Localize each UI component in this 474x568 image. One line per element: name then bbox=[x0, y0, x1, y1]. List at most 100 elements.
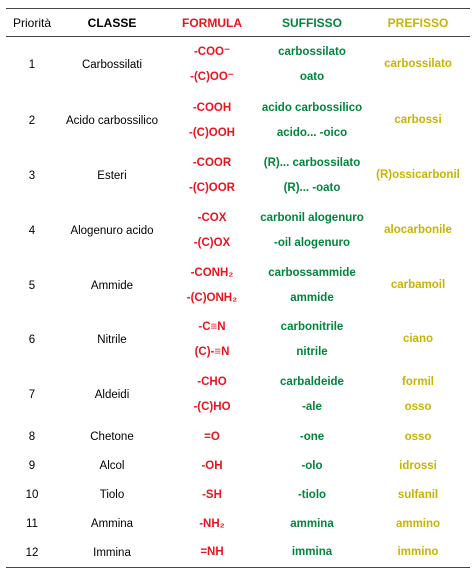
priorita-cell: 7 bbox=[28, 388, 36, 401]
formula-cell-line: -CHO bbox=[197, 375, 227, 388]
prefisso-cell-line: ciano bbox=[402, 333, 434, 345]
table-row: 12 Immina =NH immina immino bbox=[6, 538, 470, 568]
classe-cell: Ammide bbox=[90, 279, 134, 292]
formula-cell-line: -(C)OX bbox=[193, 236, 231, 249]
table-row: 1 Carbossilati -COO⁻ -(C)OO⁻ carbossilato oat… bbox=[6, 37, 470, 93]
prefisso-cell-line: sulfanil bbox=[397, 488, 439, 501]
formula-cell: -NH₂ bbox=[166, 510, 258, 539]
formula-cell: -SH bbox=[166, 481, 258, 510]
formula-cell-line: -COO⁻ bbox=[193, 45, 231, 58]
priorita-cell: 10 bbox=[25, 489, 39, 501]
formula-cell-line: -SH bbox=[202, 488, 222, 501]
header-priorita: Priorità bbox=[6, 8, 58, 37]
prefisso-cell-line: osso bbox=[404, 400, 432, 413]
suffisso-cell-line: -tiolo bbox=[297, 488, 327, 501]
formula-cell-line: =NH bbox=[200, 546, 224, 559]
prefisso-cell: ammino bbox=[366, 510, 470, 539]
table-row: 5 Ammide -CONH₂ -(C)ONH₂ carbossammide ammide… bbox=[6, 259, 470, 313]
formula-cell: =O bbox=[166, 423, 258, 452]
table-body: 1 Carbossilati -COO⁻ -(C)OO⁻ carbossilato oat… bbox=[6, 37, 470, 568]
priorita-cell: 6 bbox=[28, 333, 36, 346]
suffisso-cell-line: (R)... carbossilato bbox=[263, 156, 361, 169]
prefisso-cell-line: formil bbox=[402, 375, 434, 388]
suffisso-cell-line: -one bbox=[299, 430, 325, 443]
prefisso-cell: carbossi bbox=[366, 93, 470, 149]
suffisso-cell-line: carbossilato bbox=[278, 45, 346, 58]
suffisso-cell-line: -ale bbox=[302, 400, 322, 413]
classe-cell: Alcol bbox=[99, 460, 125, 472]
table-row: 2 Acido carbossilico -COOH -(C)OOH acido car… bbox=[6, 93, 470, 149]
formula-cell-line: -(C)HO bbox=[193, 400, 231, 413]
suffisso-cell-line: -oil alogenuro bbox=[273, 236, 351, 249]
classe-cell: Immina bbox=[58, 538, 166, 568]
formula-cell-line: -CONH₂ bbox=[190, 266, 234, 279]
formula-cell-line: -COOH bbox=[192, 101, 232, 114]
table-row: 7 Aldeidi -CHO -(C)HO carbaldeide -ale formil o… bbox=[6, 367, 470, 423]
prefisso-cell: formil osso bbox=[366, 367, 470, 423]
suffisso-cell-line: ammina bbox=[290, 517, 334, 530]
formula-cell-line: -COX bbox=[197, 211, 227, 224]
formula-cell-line: -OH bbox=[201, 459, 223, 472]
table-row: 9 Alcol -OH -olo idrossi bbox=[6, 452, 470, 481]
prefisso-cell-line: alocarbonile bbox=[384, 224, 452, 236]
suffisso-cell-line: acido... -oico bbox=[276, 126, 348, 139]
suffisso-cell: ammina bbox=[258, 510, 366, 539]
priorita-cell: 8 bbox=[28, 431, 36, 443]
formula-cell-line: -(C)ONH₂ bbox=[186, 291, 238, 304]
suffisso-cell-line: carbossammide bbox=[268, 266, 356, 279]
formula-cell: -COOR -(C)OOR bbox=[166, 149, 258, 203]
classe-cell: Aldeidi bbox=[94, 388, 130, 401]
suffisso-cell-line: -olo bbox=[301, 459, 323, 472]
prefisso-cell: idrossi bbox=[366, 452, 470, 481]
prefisso-cell-line: idrossi bbox=[399, 459, 437, 472]
suffisso-cell-line: carbonitrile bbox=[280, 320, 344, 333]
priorita-cell: 2 bbox=[28, 114, 36, 127]
suffisso-cell-line: carbaldeide bbox=[280, 375, 344, 388]
suffisso-cell-line: (R)... -oato bbox=[283, 181, 341, 194]
priorita-cell: 12 bbox=[6, 538, 58, 568]
formula-cell: -CONH₂ -(C)ONH₂ bbox=[166, 259, 258, 313]
header-row: Priorità CLASSE FORMULA SUFFISSO PREFISS… bbox=[6, 8, 470, 37]
prefisso-cell-line: carbossi bbox=[394, 114, 442, 126]
formula-cell-line: -C≡N bbox=[198, 320, 226, 333]
priorita-cell: 4 bbox=[28, 224, 36, 237]
suffisso-cell-line: oato bbox=[299, 70, 325, 83]
suffisso-cell-line: carbonil alogenuro bbox=[260, 211, 364, 224]
suffisso-cell: carbonitrile nitrile bbox=[258, 313, 366, 367]
suffisso-cell: (R)... carbossilato (R)... -oato bbox=[258, 149, 366, 203]
formula-cell: -C≡N (C)-≡N bbox=[166, 313, 258, 367]
header-formula: FORMULA bbox=[166, 8, 258, 37]
classe-cell: Nitrile bbox=[97, 333, 127, 346]
header-classe: CLASSE bbox=[58, 8, 166, 37]
formula-cell: -CHO -(C)HO bbox=[166, 367, 258, 423]
table-row: 3 Esteri -COOR -(C)OOR (R)... carbossilato (R… bbox=[6, 149, 470, 203]
suffisso-cell-line: nitrile bbox=[296, 345, 328, 358]
page: Priorità CLASSE FORMULA SUFFISSO PREFISS… bbox=[6, 8, 470, 568]
formula-cell-line: -(C)OOH bbox=[189, 126, 235, 139]
suffisso-cell: -olo bbox=[258, 452, 366, 481]
prefisso-cell: (R)ossicarbonil bbox=[366, 149, 470, 203]
prefisso-cell: ciano bbox=[366, 313, 470, 367]
priorita-cell: 3 bbox=[28, 169, 36, 182]
table-row: 10 Tiolo -SH -tiolo sulfanil bbox=[6, 481, 470, 510]
functional-groups-table: Priorità CLASSE FORMULA SUFFISSO PREFISS… bbox=[6, 8, 470, 568]
formula-cell-line: -(C)OOR bbox=[189, 181, 235, 194]
suffisso-cell: -one bbox=[258, 423, 366, 452]
priorita-cell: 11 bbox=[26, 518, 38, 530]
formula-cell: -OH bbox=[166, 452, 258, 481]
priorita-cell: 5 bbox=[28, 279, 36, 292]
classe-cell: Esteri bbox=[97, 169, 127, 182]
prefisso-cell-line: ammino bbox=[395, 517, 441, 530]
suffisso-cell-line: acido carbossilico bbox=[261, 101, 363, 114]
suffisso-cell: carbaldeide -ale bbox=[258, 367, 366, 423]
formula-cell-line: (C)-≡N bbox=[194, 345, 230, 358]
table-row: 6 Nitrile -C≡N (C)-≡N carbonitrile nitrile cia… bbox=[6, 313, 470, 367]
suffisso-cell-line: ammide bbox=[290, 291, 334, 304]
classe-cell: Acido carbossilico bbox=[65, 114, 159, 127]
prefisso-cell: carbossilato bbox=[366, 37, 470, 93]
suffisso-cell: acido carbossilico acido... -oico bbox=[258, 93, 366, 149]
formula-cell-line: =O bbox=[204, 430, 220, 443]
table-row: 11 Ammina -NH₂ ammina ammino bbox=[6, 510, 470, 539]
formula-cell-line: -COOR bbox=[192, 156, 232, 169]
formula-cell: -COX -(C)OX bbox=[166, 203, 258, 259]
